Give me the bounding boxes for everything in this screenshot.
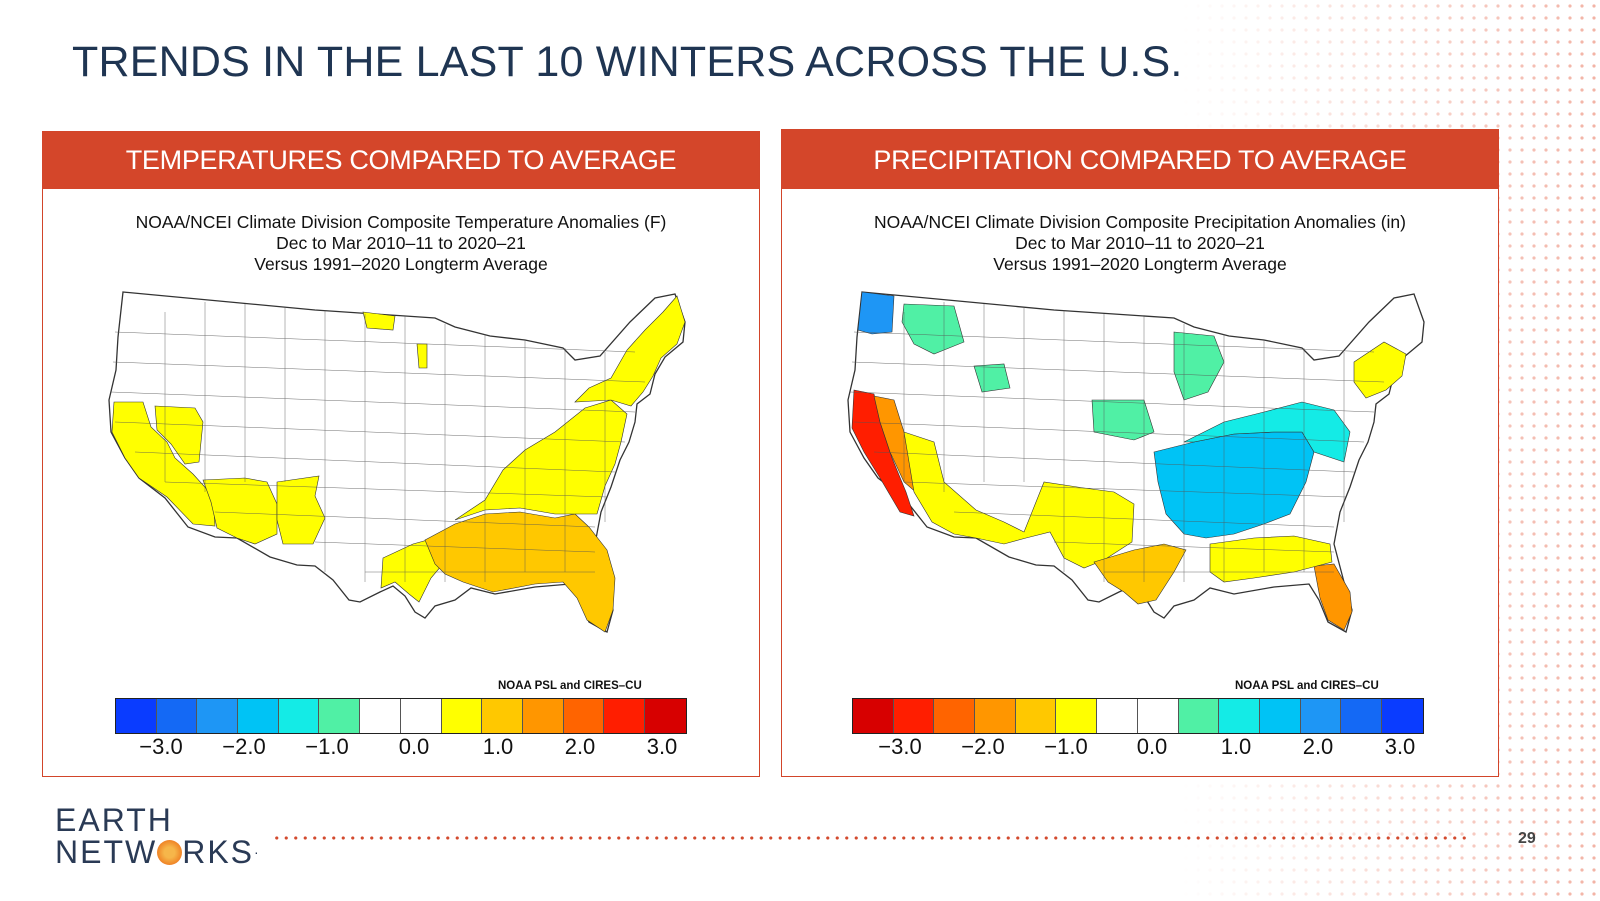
region-northern-rockies [901,303,965,355]
temperature-credit: NOAA PSL and CIRES–CU [498,680,642,692]
precipitation-chart-title: NOAA/NCEI Climate Division Composite Pre… [782,212,1498,275]
colorbar-swatch [1219,699,1260,733]
logo-line-2: NETW RKS· [55,836,261,868]
region-northeast [574,295,686,407]
colorbar-tick-label: 2.0 [564,734,596,759]
colorbar-tick-label: 0.0 [398,734,430,759]
colorbar-tick-label: −3.0 [878,734,922,759]
page-number: 29 [1518,830,1536,847]
footer-dotted-divider [272,836,1472,840]
precipitation-anomaly-map [847,291,1425,633]
colorbar-swatch [1015,699,1057,733]
colorbar-tick-label: 3.0 [1384,734,1416,759]
colorbar-swatch [1259,699,1301,733]
temperature-panel-header: TEMPERATURES COMPARED TO AVERAGE [43,132,759,189]
colorbar-swatch [1178,699,1220,733]
colorbar-swatch [893,699,935,733]
colorbar-swatch [1381,699,1423,733]
colorbar-swatch [197,699,239,733]
chart-title-line: Versus 1991–2020 Longterm Average [254,254,548,274]
region-southwest [903,431,1135,569]
precipitation-credit: NOAA PSL and CIRES–CU [1235,680,1379,692]
slide-title: TRENDS IN THE LAST 10 WINTERS ACROSS THE… [72,38,1183,86]
colorbar-swatch [360,699,401,733]
colorbar-swatch [482,699,523,733]
region-arizona [202,477,278,545]
region-washington-coast [857,291,895,335]
region-montana-patch [973,363,1011,393]
colorbar-swatch [238,699,279,733]
precipitation-color-regions [851,291,1407,631]
chart-title-line: Dec to Mar 2010–11 to 2020–21 [1015,233,1265,253]
precipitation-colorbar [852,698,1424,734]
chart-title-line: NOAA/NCEI Climate Division Composite Pre… [874,212,1406,232]
colorbar-swatch [116,699,157,733]
region-florida [1313,563,1353,631]
division-grid [849,302,1385,582]
colorbar-swatch [441,699,483,733]
logo-trademark: · [254,844,261,860]
region-northeast [1353,341,1407,399]
region-minnesota-patch [416,343,428,369]
colorbar-tick-label: −1.0 [1044,734,1088,759]
colorbar-swatch [1137,699,1179,733]
colorbar-swatch [975,699,1016,733]
chart-title-line: Dec to Mar 2010–11 to 2020–21 [276,233,526,253]
temperature-colorbar [115,698,687,734]
temperature-colorbar-ticks: −3.0 −2.0 −1.0 0.0 1.0 2.0 3.0 [115,734,693,760]
colorbar-swatch [644,699,686,733]
colorbar-swatch [278,699,320,733]
chart-title-line: Versus 1991–2020 Longterm Average [993,254,1287,274]
colorbar-swatch [522,699,564,733]
colorbar-swatch [156,699,198,733]
division-grid [110,302,646,582]
colorbar-tick-label: 0.0 [1136,734,1168,759]
sun-icon [157,840,183,865]
colorbar-tick-label: −2.0 [961,734,1005,759]
region-new-mexico [276,475,326,545]
colorbar-tick-label: −3.0 [139,734,183,759]
region-gulf-yellow [1209,535,1333,583]
colorbar-tick-label: 2.0 [1302,734,1334,759]
colorbar-tick-label: 1.0 [482,734,514,759]
colorbar-swatch [563,699,605,733]
precipitation-panel-header: PRECIPITATION COMPARED TO AVERAGE [782,130,1498,189]
region-texas-coast [1093,543,1187,605]
temperature-chart-title: NOAA/NCEI Climate Division Composite Tem… [43,212,759,275]
colorbar-swatch [319,699,361,733]
colorbar-swatch [1341,699,1382,733]
colorbar-tick-label: −2.0 [222,734,266,759]
colorbar-swatch [934,699,976,733]
temperature-panel: TEMPERATURES COMPARED TO AVERAGE NOAA/NC… [42,131,760,777]
colorbar-swatch [1300,699,1342,733]
precipitation-colorbar-ticks: −3.0 −2.0 −1.0 0.0 1.0 2.0 3.0 [852,734,1430,760]
colorbar-tick-label: −1.0 [305,734,349,759]
logo-text-a: NETW [55,834,158,870]
chart-title-line: NOAA/NCEI Climate Division Composite Tem… [135,212,667,232]
region-nevada-south [154,405,204,465]
region-upper-midwest [1173,331,1225,401]
colorbar-swatch [400,699,442,733]
colorbar-tick-label: 3.0 [646,734,678,759]
region-north-dakota-east [362,311,396,331]
temperature-anomaly-map [108,291,686,633]
logo-line-1: EARTH [55,802,173,838]
colorbar-swatch [1056,699,1098,733]
colorbar-swatch [853,699,894,733]
colorbar-swatch [1097,699,1138,733]
earth-networks-logo: EARTH NETW RKS· [55,804,261,868]
colorbar-swatch [604,699,645,733]
precipitation-panel: PRECIPITATION COMPARED TO AVERAGE NOAA/N… [781,129,1499,777]
colorbar-tick-label: 1.0 [1220,734,1252,759]
logo-text-b: RKS [182,834,254,870]
